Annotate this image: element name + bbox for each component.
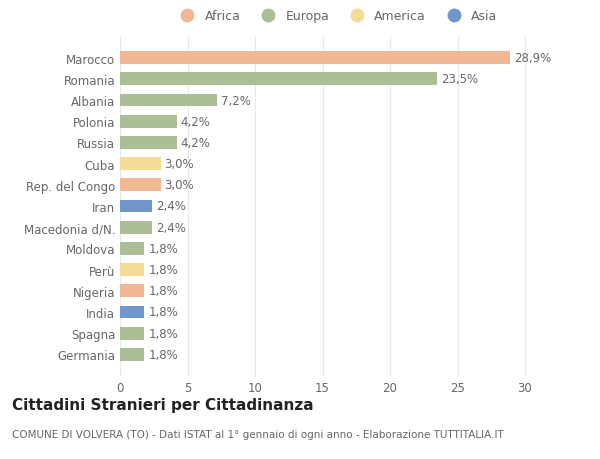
Bar — [120, 52, 510, 65]
Text: 1,8%: 1,8% — [148, 242, 178, 255]
Bar — [120, 285, 145, 297]
Text: 7,2%: 7,2% — [221, 94, 251, 107]
Text: COMUNE DI VOLVERA (TO) - Dati ISTAT al 1° gennaio di ogni anno - Elaborazione TU: COMUNE DI VOLVERA (TO) - Dati ISTAT al 1… — [12, 429, 504, 439]
Text: 1,8%: 1,8% — [148, 285, 178, 297]
Text: Cittadini Stranieri per Cittadinanza: Cittadini Stranieri per Cittadinanza — [12, 397, 314, 412]
Bar — [120, 200, 152, 213]
Bar — [120, 95, 217, 107]
Bar — [120, 327, 145, 340]
Bar — [120, 263, 145, 276]
Bar — [120, 158, 161, 171]
Text: 28,9%: 28,9% — [514, 52, 551, 65]
Text: 2,4%: 2,4% — [157, 200, 187, 213]
Text: 4,2%: 4,2% — [181, 137, 211, 150]
Text: 23,5%: 23,5% — [442, 73, 478, 86]
Bar — [120, 221, 152, 234]
Text: 1,8%: 1,8% — [148, 306, 178, 319]
Bar — [120, 116, 176, 129]
Bar — [120, 306, 145, 319]
Bar — [120, 242, 145, 255]
Text: 4,2%: 4,2% — [181, 116, 211, 129]
Legend: Africa, Europa, America, Asia: Africa, Europa, America, Asia — [171, 6, 501, 27]
Text: 2,4%: 2,4% — [157, 221, 187, 234]
Text: 1,8%: 1,8% — [148, 327, 178, 340]
Bar — [120, 73, 437, 86]
Bar — [120, 348, 145, 361]
Text: 3,0%: 3,0% — [164, 179, 194, 192]
Bar — [120, 137, 176, 150]
Bar — [120, 179, 161, 192]
Text: 3,0%: 3,0% — [164, 158, 194, 171]
Text: 1,8%: 1,8% — [148, 263, 178, 276]
Text: 1,8%: 1,8% — [148, 348, 178, 361]
